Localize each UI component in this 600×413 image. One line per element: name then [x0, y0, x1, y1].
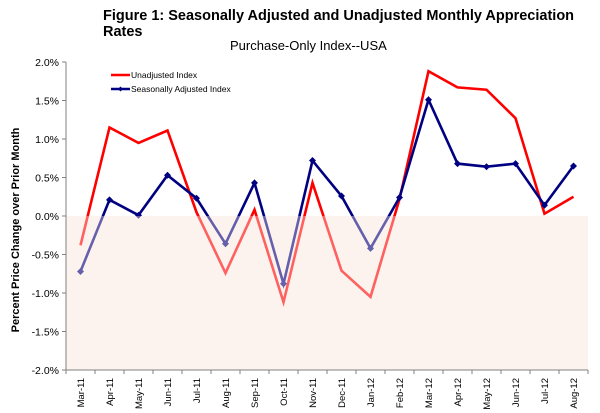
x-tick-label: Nov-11 [308, 378, 319, 408]
series-line-unadjusted-index [86, 69, 575, 216]
y-tick-label: 2.0% [35, 57, 59, 69]
series-unadjusted-index-positive [86, 69, 575, 216]
x-tick-label: Aug-11 [221, 378, 232, 408]
x-tick-label: Aug-12 [569, 378, 580, 409]
x-tick-label: Jun-11 [163, 378, 174, 406]
series-unadjusted-index-negative [79, 216, 396, 308]
y-tick-label: 0.0% [35, 211, 59, 223]
data-point-marker [512, 160, 519, 168]
y-axis-label: Percent Price Change over Prior Month [10, 127, 22, 332]
data-point-marker [541, 201, 548, 209]
x-tick-label: Sep-11 [250, 378, 261, 408]
negative-region-shading [66, 216, 588, 370]
data-point-marker [367, 244, 374, 252]
x-tick-label: Jul-11 [192, 378, 203, 403]
x-tick-label: Apr-12 [453, 378, 464, 407]
data-point-marker [309, 157, 316, 165]
x-tick-label: Jul-12 [540, 378, 551, 404]
data-point-marker [280, 280, 287, 288]
legend: Unadjusted Index Seasonally Adjusted Ind… [111, 70, 231, 94]
data-point-marker [135, 211, 142, 216]
data-point-marker [570, 162, 577, 170]
x-tick-label: May-11 [134, 378, 145, 409]
legend-label-seasonally-adjusted: Seasonally Adjusted Index [131, 84, 231, 94]
data-point-marker [251, 179, 258, 187]
x-tick-label: May-12 [482, 378, 493, 410]
x-tick-label: Jun-12 [511, 378, 522, 407]
x-tick-label: Jan-12 [366, 378, 377, 407]
chart-title: Figure 1: Seasonally Adjusted and Unadju… [103, 8, 575, 40]
data-point-marker [106, 196, 113, 204]
data-point-marker [454, 160, 461, 168]
data-point-marker [338, 192, 345, 200]
data-point-marker [483, 163, 490, 171]
y-tick-label: -1.0% [32, 288, 59, 300]
y-tick-label: 1.0% [35, 134, 59, 146]
series-seasonally-adjusted-index-positive [101, 95, 577, 216]
y-tick-label: 0.5% [35, 173, 59, 185]
chart-subtitle: Purchase-Only Index--USA [230, 38, 387, 53]
data-point-marker [193, 194, 200, 202]
y-tick-label: -0.5% [32, 250, 59, 262]
x-tick-label: Mar-12 [424, 378, 435, 408]
data-point-marker [77, 267, 84, 275]
y-tick-label: -1.5% [32, 327, 59, 339]
legend-label-unadjusted: Unadjusted Index [131, 70, 198, 80]
x-tick-label: Feb-12 [395, 378, 406, 408]
x-tick-label: Mar-11 [76, 378, 87, 407]
x-tick-label: Apr-11 [105, 378, 116, 406]
data-point-marker [396, 194, 403, 202]
x-tick-label: Dec-11 [337, 378, 348, 408]
legend-marker-seasonally-adjusted [118, 86, 123, 92]
y-tick-label: -2.0% [32, 365, 59, 377]
data-point-marker [164, 171, 171, 179]
data-point-marker [425, 96, 432, 104]
series-line-unadjusted-index [79, 216, 396, 308]
series-seasonally-adjusted-index-negative [77, 216, 391, 289]
data-point-marker [135, 216, 142, 219]
y-tick-label: 1.5% [35, 96, 59, 108]
x-tick-label: Oct-11 [279, 378, 290, 406]
series-line-seasonally-adjusted-index [101, 95, 575, 216]
data-point-marker [222, 240, 229, 248]
